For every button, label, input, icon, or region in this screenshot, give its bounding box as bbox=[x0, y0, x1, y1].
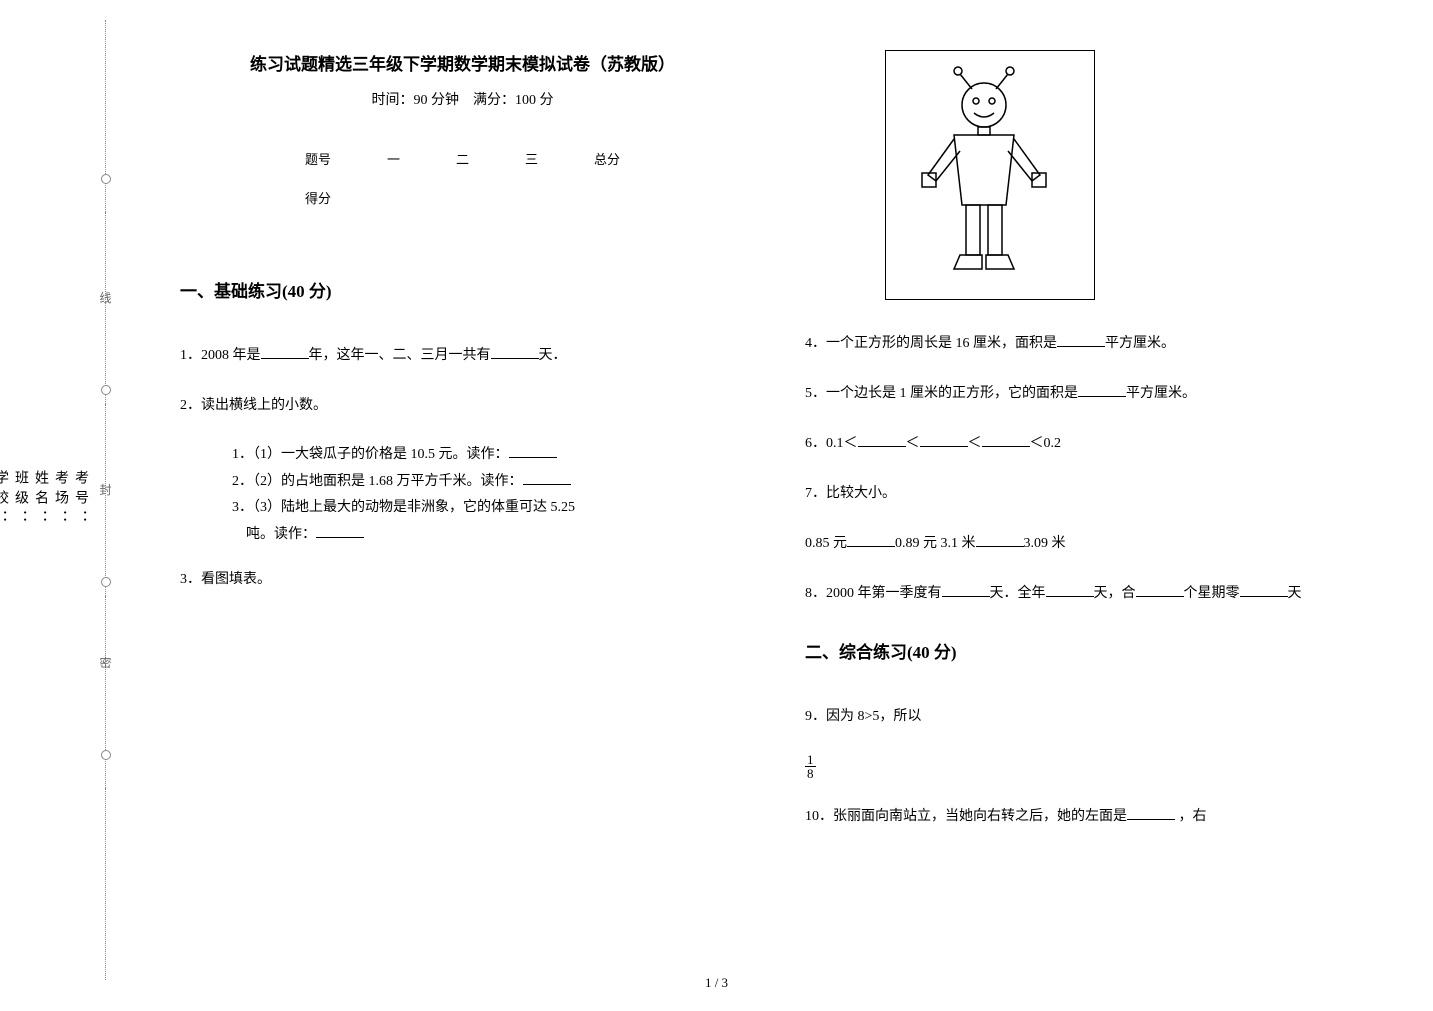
blank bbox=[1136, 583, 1184, 597]
q7-b: 0.89 元 3.1 米 bbox=[895, 536, 976, 551]
question-9-frac: 1 8 bbox=[805, 753, 1370, 781]
q4-text-b: 平方厘米。 bbox=[1105, 336, 1175, 351]
table-row: 题号 一 二 三 总分 bbox=[277, 139, 648, 178]
blank bbox=[523, 471, 571, 485]
right-column: 4．一个正方形的周长是 16 厘米，面积是平方厘米。 5．一个边长是 1 厘米的… bbox=[775, 50, 1400, 950]
q6-text-d: ＜0.2 bbox=[1030, 436, 1062, 451]
score-row-label: 得分 bbox=[277, 178, 359, 217]
q2-s3a-text: 3．（3）陆地上最大的动物是非洲象，它的体重可达 5.25 bbox=[232, 500, 575, 515]
score-table: 题号 一 二 三 总分 得分 bbox=[277, 139, 648, 217]
q8-b: 天．全年 bbox=[990, 586, 1046, 601]
blank bbox=[1127, 806, 1175, 820]
q8-e: 天 bbox=[1288, 586, 1302, 601]
blank bbox=[1240, 583, 1288, 597]
question-4: 4．一个正方形的周长是 16 厘米，面积是 平方厘米。 bbox=[805, 330, 1370, 358]
q7-text: 7．比较大小。 bbox=[805, 486, 896, 501]
blank bbox=[920, 433, 968, 447]
q1-text-b: 年，这年一、二、三月一共有 bbox=[309, 348, 491, 363]
page-content: 练习试题精选三年级下学期数学期末模拟试卷（苏教版） 时间：90 分钟 满分：10… bbox=[150, 50, 1400, 950]
score-col-1: 一 bbox=[359, 139, 428, 178]
score-col-total: 总分 bbox=[566, 139, 648, 178]
binding-labels-column: 考号： 考场： 姓名： 班级： 学校： bbox=[40, 20, 90, 980]
q8-c: 天，合 bbox=[1094, 586, 1136, 601]
q7-c: 3.09 米 bbox=[1024, 536, 1066, 551]
blank bbox=[982, 433, 1030, 447]
blank bbox=[316, 524, 364, 538]
seal-char: 线 bbox=[100, 289, 112, 306]
blank bbox=[1057, 333, 1105, 347]
blank bbox=[261, 345, 309, 359]
seal-char: 封 bbox=[100, 481, 112, 498]
question-7-line: 0.85 元 0.89 元 3.1 米 3.09 米 bbox=[805, 530, 1370, 558]
q2-s1-text: 1．（1）一大袋瓜子的价格是 10.5 元。读作： bbox=[232, 447, 509, 462]
blank bbox=[509, 444, 557, 458]
q2-sub3: 3．（3）陆地上最大的动物是非洲象，它的体重可达 5.25 吨。读作： bbox=[232, 495, 745, 548]
q1-text-c: 天． bbox=[539, 348, 567, 363]
q1-text-a: 1．2008 年是 bbox=[180, 348, 261, 363]
q2-sub2: 2．（2）的占地面积是 1.68 万平方千米。读作： bbox=[232, 469, 745, 496]
q6-text-a: 6．0.1＜ bbox=[805, 436, 858, 451]
blank bbox=[976, 533, 1024, 547]
q8-d: 个星期零 bbox=[1184, 586, 1240, 601]
question-5: 5．一个边长是 1 厘米的正方形，它的面积是 平方厘米。 bbox=[805, 380, 1370, 408]
seal-char: 密 bbox=[100, 654, 112, 671]
question-10: 10．张丽面向南站立，当她向右转之后，她的左面是 ，右 bbox=[805, 803, 1370, 831]
exam-subtitle: 时间：90 分钟 满分：100 分 bbox=[180, 89, 745, 109]
question-9: 9．因为 8>5，所以 bbox=[805, 703, 1370, 731]
score-col-label: 题号 bbox=[277, 139, 359, 178]
fraction: 1 8 bbox=[805, 753, 816, 780]
left-column: 练习试题精选三年级下学期数学期末模拟试卷（苏教版） 时间：90 分钟 满分：10… bbox=[150, 50, 775, 950]
section-1-heading: 一、基础练习(40 分) bbox=[180, 277, 745, 302]
q2-s3b-text: 吨。读作： bbox=[246, 527, 316, 542]
frac-denominator: 8 bbox=[805, 767, 816, 780]
time-label: 时间：90 分钟 bbox=[372, 93, 460, 108]
binding-label: 学校： bbox=[0, 470, 10, 530]
q10-b: ，右 bbox=[1175, 809, 1207, 824]
question-8: 8．2000 年第一季度有 天．全年 天，合 个星期零 天 bbox=[805, 580, 1370, 608]
q5-text-b: 平方厘米。 bbox=[1126, 386, 1196, 401]
blank bbox=[491, 345, 539, 359]
q9-text: 9．因为 8>5，所以 bbox=[805, 709, 921, 724]
binding-label: 班级： bbox=[10, 470, 30, 530]
q3-text: 3．看图填表。 bbox=[180, 572, 271, 587]
score-col-3: 三 bbox=[497, 139, 566, 178]
frac-numerator: 1 bbox=[805, 753, 816, 767]
binding-label: 姓名： bbox=[30, 470, 50, 530]
q4-text-a: 4．一个正方形的周长是 16 厘米，面积是 bbox=[805, 336, 1057, 351]
blank bbox=[847, 533, 895, 547]
q8-a: 8．2000 年第一季度有 bbox=[805, 586, 942, 601]
q6-text-c: ＜ bbox=[968, 436, 982, 451]
score-col-2: 二 bbox=[428, 139, 497, 178]
blank bbox=[1046, 583, 1094, 597]
section-2-heading: 二、综合练习(40 分) bbox=[805, 638, 1370, 663]
seal-line: 线 封 密 bbox=[95, 20, 115, 980]
robot-icon bbox=[910, 65, 1070, 285]
fullscore-label: 满分：100 分 bbox=[473, 93, 554, 108]
exam-title: 练习试题精选三年级下学期数学期末模拟试卷（苏教版） bbox=[180, 50, 745, 75]
blank bbox=[1078, 383, 1126, 397]
q10-a: 10．张丽面向南站立，当她向右转之后，她的左面是 bbox=[805, 809, 1127, 824]
question-1: 1．2008 年是 年，这年一、二、三月一共有 天． bbox=[180, 342, 745, 370]
table-row: 得分 bbox=[277, 178, 648, 217]
q2-sub1: 1．（1）一大袋瓜子的价格是 10.5 元。读作： bbox=[232, 442, 745, 469]
q7-a: 0.85 元 bbox=[805, 536, 847, 551]
question-6: 6．0.1＜ ＜ ＜ ＜0.2 bbox=[805, 430, 1370, 458]
q2-text: 2．读出横线上的小数。 bbox=[180, 398, 327, 413]
q5-text-a: 5．一个边长是 1 厘米的正方形，它的面积是 bbox=[805, 386, 1078, 401]
binding-label: 考场： bbox=[50, 470, 70, 530]
blank bbox=[858, 433, 906, 447]
q2-s2-text: 2．（2）的占地面积是 1.68 万平方千米。读作： bbox=[232, 474, 523, 489]
robot-figure bbox=[885, 50, 1095, 300]
page-number: 1 / 3 bbox=[705, 975, 728, 991]
question-2: 2．读出横线上的小数。 bbox=[180, 392, 745, 420]
question-3: 3．看图填表。 bbox=[180, 566, 745, 594]
question-7: 7．比较大小。 bbox=[805, 480, 1370, 508]
binding-label: 考号： bbox=[70, 470, 90, 530]
q6-text-b: ＜ bbox=[906, 436, 920, 451]
blank bbox=[942, 583, 990, 597]
